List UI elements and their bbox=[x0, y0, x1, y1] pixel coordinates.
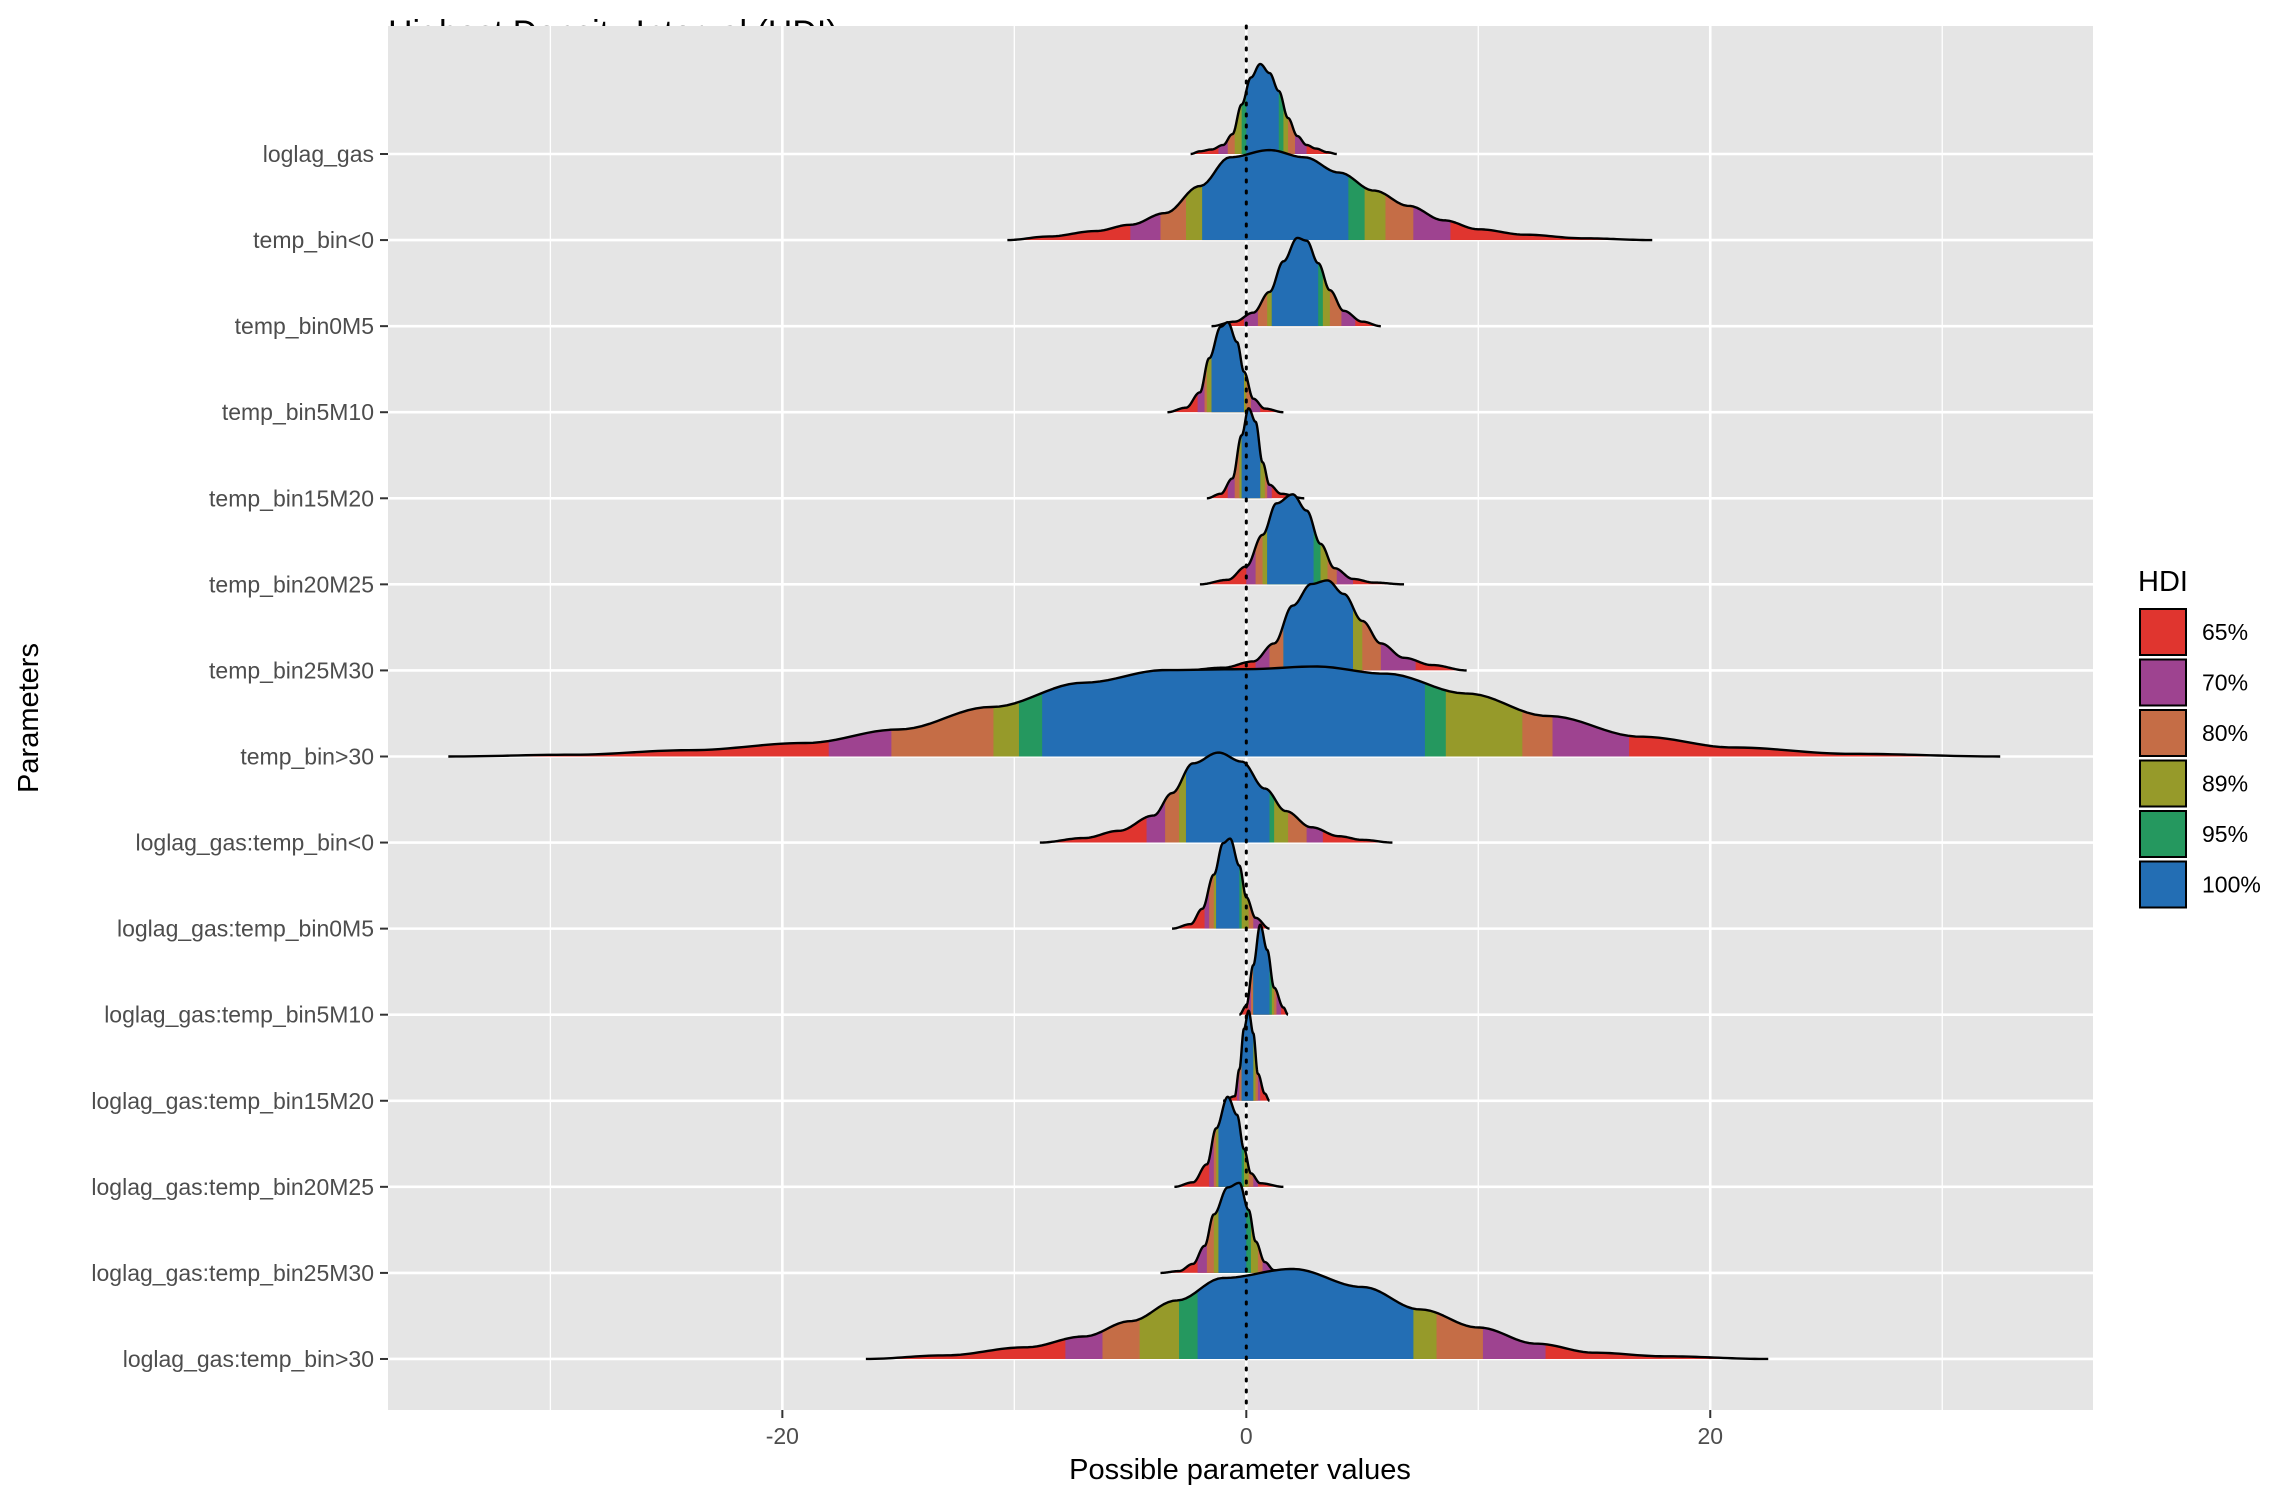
legend: HDI 65% 70% 80% 89% 95% 100% bbox=[2138, 566, 2261, 909]
y-tick-label: loglag_gas:temp_bin0M5 bbox=[117, 916, 374, 942]
legend-swatch bbox=[2139, 658, 2187, 707]
y-tick-label: loglag_gas:temp_bin15M20 bbox=[91, 1088, 374, 1114]
density-outline bbox=[1211, 236, 1382, 328]
legend-swatch bbox=[2139, 608, 2187, 656]
y-tick-label: temp_bin15M20 bbox=[209, 485, 374, 511]
density-outline bbox=[1183, 579, 1467, 672]
density-outline bbox=[1199, 493, 1405, 586]
legend-swatch bbox=[2139, 709, 2187, 757]
y-tick-label: loglag_gas:temp_bin>30 bbox=[123, 1346, 374, 1372]
x-tick-label: 0 bbox=[1240, 1423, 1253, 1449]
density-outline bbox=[1222, 1009, 1271, 1102]
density-outline bbox=[865, 1267, 1769, 1361]
hdi-band bbox=[1241, 1010, 1254, 1101]
hdi-band bbox=[1216, 838, 1240, 929]
x-axis: -20 0 20 bbox=[766, 1410, 1723, 1449]
y-tick-label: temp_bin>30 bbox=[240, 743, 374, 769]
y-tick-label: loglag_gas bbox=[263, 141, 374, 167]
y-tick-label: temp_bin5M10 bbox=[222, 399, 374, 425]
y-tick-label: temp_bin0M5 bbox=[235, 313, 374, 339]
legend-label: 89% bbox=[2202, 771, 2248, 797]
legend-label: 80% bbox=[2202, 720, 2248, 746]
y-axis: loglag_gas temp_bin<0 temp_bin0M5 temp_bin5… bbox=[91, 141, 388, 1372]
density-outline bbox=[1190, 62, 1338, 156]
y-tick-label: loglag_gas:temp_bin5M10 bbox=[104, 1002, 374, 1028]
density-outline bbox=[448, 665, 2001, 758]
legend-title: HDI bbox=[2138, 566, 2188, 598]
density-outline bbox=[1039, 751, 1393, 844]
y-tick-label: loglag_gas:temp_bin20M25 bbox=[91, 1174, 374, 1200]
legend-label: 65% bbox=[2202, 619, 2248, 645]
hdi-band bbox=[1218, 1096, 1242, 1187]
y-tick-label: temp_bin<0 bbox=[253, 227, 374, 253]
y-tick-label: temp_bin25M30 bbox=[209, 657, 374, 683]
x-tick-label: 20 bbox=[1697, 1423, 1723, 1449]
density-outline bbox=[1159, 1181, 1294, 1275]
legend-label: 70% bbox=[2202, 670, 2248, 696]
density-outline bbox=[1173, 1095, 1285, 1189]
x-axis-title: Possible parameter values bbox=[1069, 1454, 1411, 1486]
density-outline bbox=[1007, 148, 1653, 242]
y-axis-title: Parameters bbox=[13, 643, 45, 793]
hdi-band bbox=[1218, 1182, 1247, 1273]
legend-swatch bbox=[2139, 860, 2187, 909]
y-tick-label: loglag_gas:temp_bin<0 bbox=[136, 830, 375, 856]
y-tick-label: temp_bin20M25 bbox=[209, 571, 374, 597]
legend-label: 100% bbox=[2202, 872, 2261, 898]
legend-label: 95% bbox=[2202, 821, 2248, 847]
legend-swatch bbox=[2139, 810, 2187, 858]
density-outline bbox=[1171, 837, 1271, 930]
density-outline bbox=[1166, 321, 1285, 414]
density-outline bbox=[1238, 923, 1290, 1016]
legend-swatch bbox=[2139, 759, 2187, 808]
y-tick-label: loglag_gas:temp_bin25M30 bbox=[91, 1260, 374, 1286]
x-tick-label: -20 bbox=[766, 1423, 799, 1449]
